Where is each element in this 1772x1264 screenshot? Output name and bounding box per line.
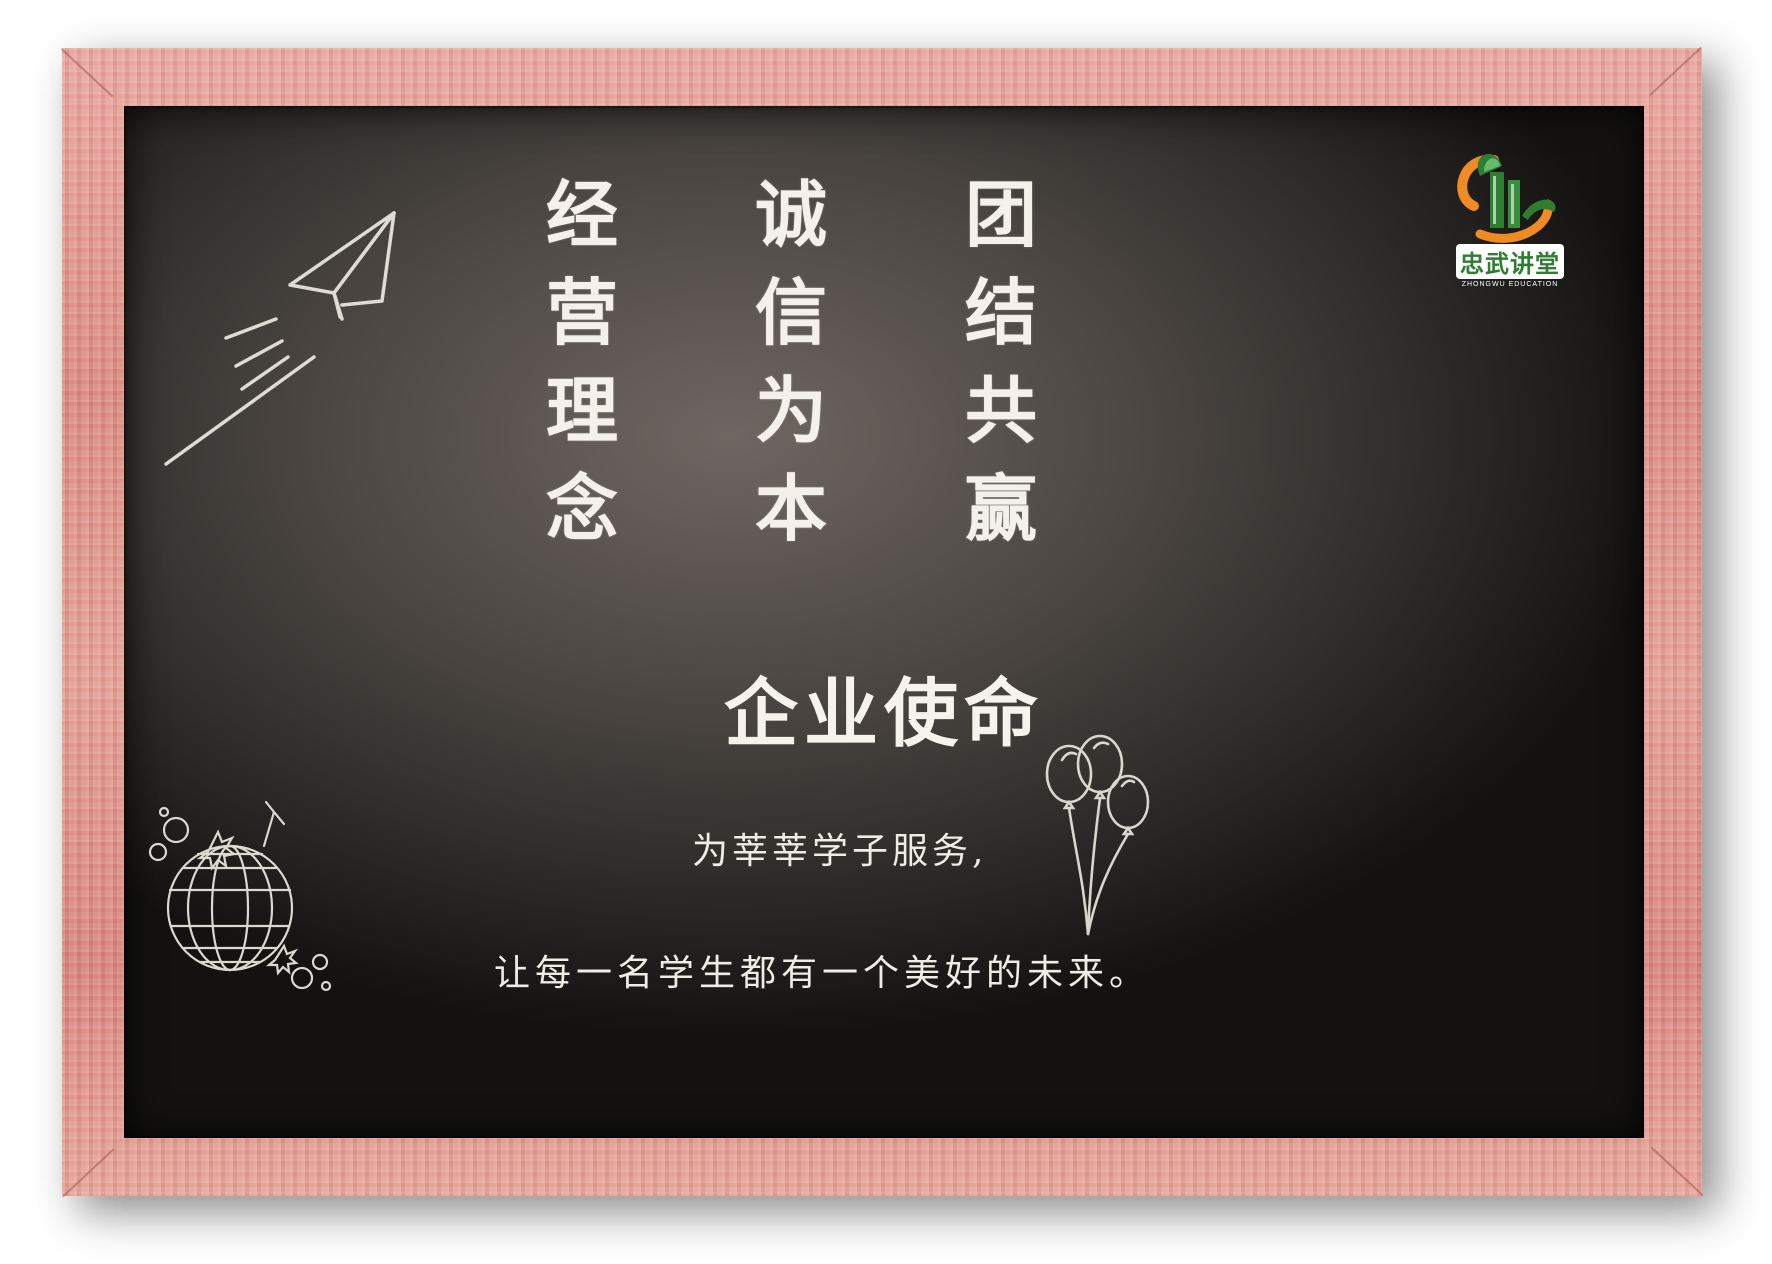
motto-char: 共 xyxy=(964,368,1037,453)
zhongwu-logo-icon xyxy=(1457,153,1556,243)
frame-corner-top-right xyxy=(1649,46,1702,96)
motto-column-unity: 团 结 共 赢 xyxy=(946,166,1056,558)
mission-line-2: 让每一名学生都有一个美好的未来。 xyxy=(494,953,1151,994)
frame-corner-bottom-right xyxy=(1650,1146,1704,1196)
motto-column-integrity: 诚 信 为 本 xyxy=(736,166,846,558)
disco-ball-icon xyxy=(148,800,332,992)
motto-char: 赢 xyxy=(964,466,1037,551)
motto-char: 理 xyxy=(545,368,618,453)
mission-line-1: 为莘莘学子服务, xyxy=(692,831,988,872)
motto-char: 营 xyxy=(545,270,618,355)
balloons-icon xyxy=(1045,734,1150,936)
motto-char: 本 xyxy=(754,466,827,551)
blackboard: 忠武讲堂 ZHONGWU EDUCATION 经 营 理 念 xyxy=(124,106,1644,1138)
paper-plane-icon xyxy=(164,211,396,466)
logo-name-cn: 忠武讲堂 xyxy=(1456,244,1564,279)
motto-char: 团 xyxy=(964,172,1037,257)
motto-char: 为 xyxy=(754,368,827,453)
logo-name-en: ZHONGWU EDUCATION xyxy=(1461,281,1559,288)
mission-title: 企业使命 xyxy=(724,671,1044,757)
frame-corner-top-left xyxy=(60,48,114,98)
motto-char: 结 xyxy=(964,270,1037,355)
motto-char: 诚 xyxy=(754,172,827,257)
motto-column-philosophy: 经 营 理 念 xyxy=(527,166,637,558)
motto-char: 念 xyxy=(545,466,618,551)
zhongwu-logo: 忠武讲堂 ZHONGWU EDUCATION xyxy=(1444,146,1574,296)
frame-corner-bottom-left xyxy=(62,1148,115,1198)
motto-char: 经 xyxy=(545,172,618,257)
motto-char: 信 xyxy=(754,270,827,355)
